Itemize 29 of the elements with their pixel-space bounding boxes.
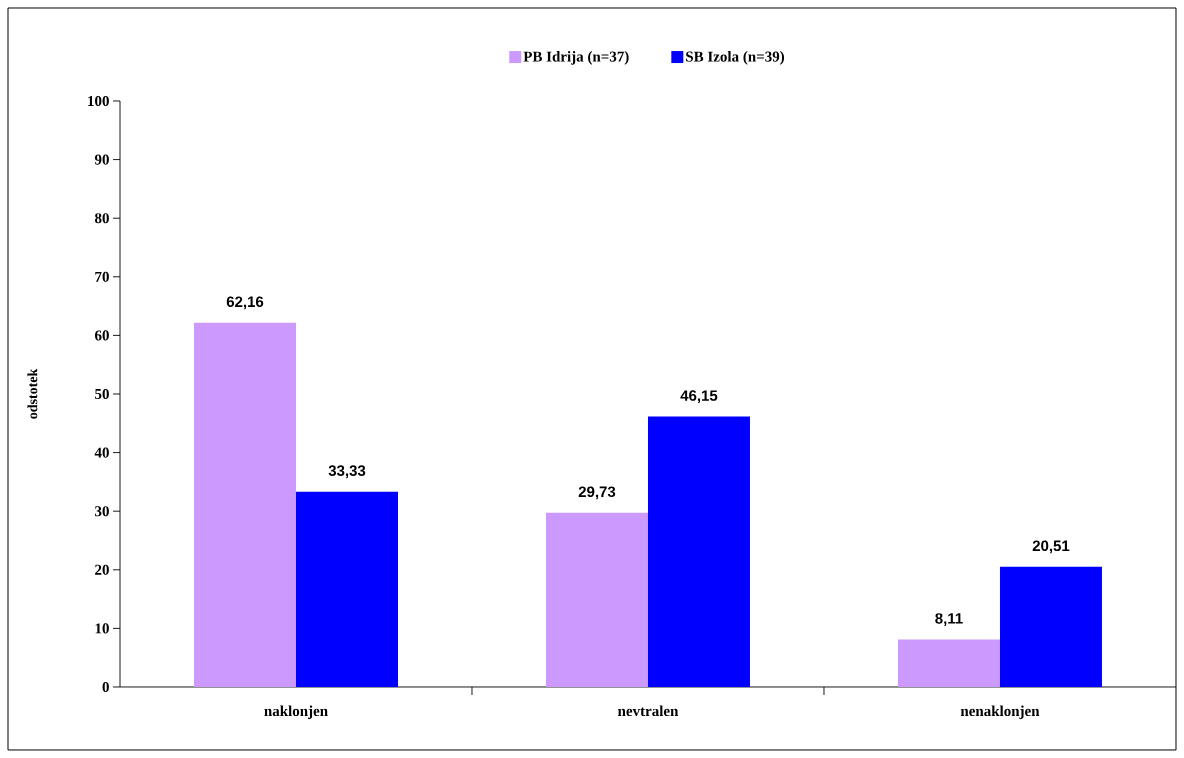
- y-tick-label: 40: [94, 447, 109, 458]
- y-tick-label: 80: [94, 213, 109, 224]
- y-tick-label: 60: [94, 330, 109, 341]
- y-tick-label: 0: [102, 681, 109, 693]
- bar: [999, 566, 1102, 687]
- data-label: 33,33: [328, 465, 366, 479]
- y-tick-label: 10: [95, 623, 109, 634]
- legend-label: SB Izola (n=39): [686, 51, 785, 65]
- y-tick-label: 90: [94, 154, 109, 165]
- y-tick-label: 50: [95, 388, 109, 400]
- y-tick-label: 100: [88, 95, 109, 107]
- bar: [296, 491, 398, 687]
- data-label: 62,16: [226, 296, 264, 310]
- y-tick-label: 30: [95, 506, 109, 517]
- x-tick-label: nenaklonjen: [960, 705, 1040, 720]
- y-tick-label: 70: [95, 271, 109, 282]
- legend-label: PB Idrija (n=37): [523, 51, 629, 65]
- y-axis-title: odstotek: [27, 368, 38, 419]
- x-tick-label: nevtralen: [617, 705, 679, 717]
- bar: [194, 322, 296, 687]
- bar: [897, 639, 1000, 687]
- bar: [545, 512, 648, 687]
- data-label: 8,11: [935, 613, 963, 626]
- x-tick-label: naklonjen: [264, 705, 328, 720]
- data-label: 29,73: [578, 486, 616, 500]
- y-tick-label: 20: [95, 564, 109, 575]
- data-label: 20,51: [1032, 540, 1070, 554]
- bar: [647, 416, 750, 687]
- data-label: 46,15: [680, 390, 718, 404]
